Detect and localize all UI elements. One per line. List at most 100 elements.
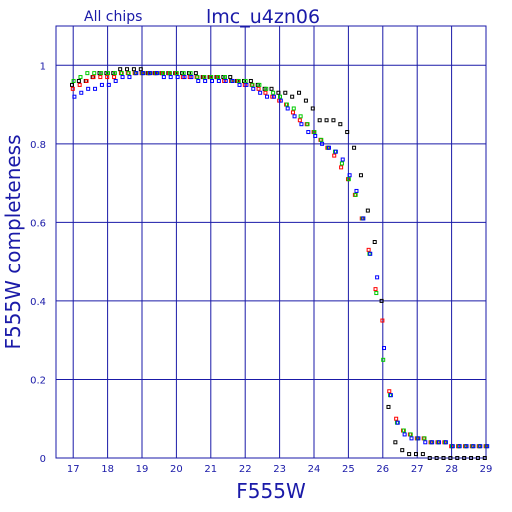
data-point — [161, 75, 166, 80]
x-tick-label: 24 — [308, 464, 321, 475]
data-point — [271, 90, 276, 95]
data-point — [319, 137, 324, 142]
data-point — [264, 86, 269, 91]
data-point — [346, 177, 351, 182]
data-point — [284, 102, 289, 107]
data-point — [188, 71, 193, 76]
data-point — [382, 346, 386, 351]
data-point — [290, 110, 295, 115]
data-point — [368, 251, 373, 256]
data-point — [305, 122, 310, 127]
data-point — [223, 78, 228, 83]
data-point — [299, 122, 304, 127]
data-point — [278, 94, 282, 99]
x-tick-label: 20 — [170, 464, 183, 475]
data-point — [312, 130, 317, 135]
data-point — [388, 393, 393, 398]
data-point — [126, 71, 131, 76]
data-point — [464, 444, 469, 449]
data-point — [161, 71, 166, 76]
data-point — [372, 240, 377, 244]
data-point — [243, 78, 248, 83]
data-point — [202, 75, 207, 80]
data-point — [475, 456, 480, 460]
data-point — [193, 71, 198, 76]
data-point — [209, 75, 214, 80]
data-point — [216, 78, 221, 83]
data-point — [420, 452, 425, 457]
x-tick-label: 27 — [411, 464, 424, 475]
data-point — [92, 71, 97, 76]
data-point — [386, 404, 391, 409]
data-point — [141, 71, 146, 76]
y-tick-label: 0.4 — [30, 297, 46, 308]
data-point — [248, 78, 253, 83]
data-point — [313, 133, 318, 138]
data-point — [366, 247, 371, 252]
y-tick-label: 0.6 — [30, 218, 46, 229]
data-point — [303, 98, 308, 103]
data-point — [409, 436, 414, 441]
data-point — [79, 90, 84, 95]
data-point — [339, 161, 344, 166]
data-point — [292, 114, 297, 119]
data-point — [182, 75, 187, 80]
data-point — [469, 456, 474, 460]
data-point — [380, 318, 385, 323]
data-point — [320, 141, 325, 146]
data-point — [70, 86, 75, 91]
data-point — [85, 71, 90, 76]
data-point — [393, 440, 398, 445]
data-point — [175, 75, 180, 80]
y-tick-label: 1 — [40, 61, 46, 72]
data-point — [317, 118, 322, 123]
data-point — [256, 86, 261, 91]
data-point — [105, 75, 110, 80]
data-point — [298, 114, 303, 119]
x-tick-label: 28 — [445, 464, 458, 475]
plot-frame — [55, 25, 487, 459]
data-point — [119, 71, 124, 76]
data-point — [324, 118, 329, 123]
data-point — [416, 436, 421, 441]
data-point — [134, 71, 139, 76]
data-points — [70, 67, 490, 460]
data-point — [471, 444, 476, 449]
series-3 — [72, 71, 490, 449]
chart-subtitle: All chips — [84, 9, 142, 25]
data-point — [290, 94, 295, 99]
data-point — [379, 298, 384, 303]
x-tick-label: 29 — [480, 464, 493, 475]
data-point — [395, 420, 400, 425]
data-point — [414, 452, 418, 457]
data-point — [276, 90, 281, 95]
x-axis-label: F555W — [236, 479, 306, 503]
data-point — [77, 82, 82, 87]
data-point — [326, 145, 331, 150]
y-axis-label: F555W completeness — [1, 134, 25, 349]
data-point — [70, 82, 74, 87]
data-point — [91, 75, 96, 80]
data-point — [216, 75, 221, 80]
data-point — [478, 444, 483, 449]
x-tick-label: 26 — [376, 464, 389, 475]
data-point — [285, 106, 290, 111]
data-point — [271, 94, 276, 99]
x-tick-label: 22 — [239, 464, 252, 475]
data-point — [230, 78, 235, 83]
data-point — [387, 389, 392, 394]
data-point — [401, 428, 406, 433]
data-point — [462, 456, 467, 460]
x-tick-label: 19 — [136, 464, 149, 475]
data-point — [181, 71, 186, 76]
data-point — [374, 291, 379, 296]
data-point — [443, 440, 448, 445]
data-point — [408, 432, 413, 437]
data-point — [265, 94, 270, 99]
data-point — [361, 216, 366, 221]
data-point — [131, 67, 136, 72]
data-point — [148, 71, 153, 76]
data-point — [250, 82, 255, 87]
data-point — [98, 75, 103, 80]
x-tick-label: 17 — [67, 464, 80, 475]
